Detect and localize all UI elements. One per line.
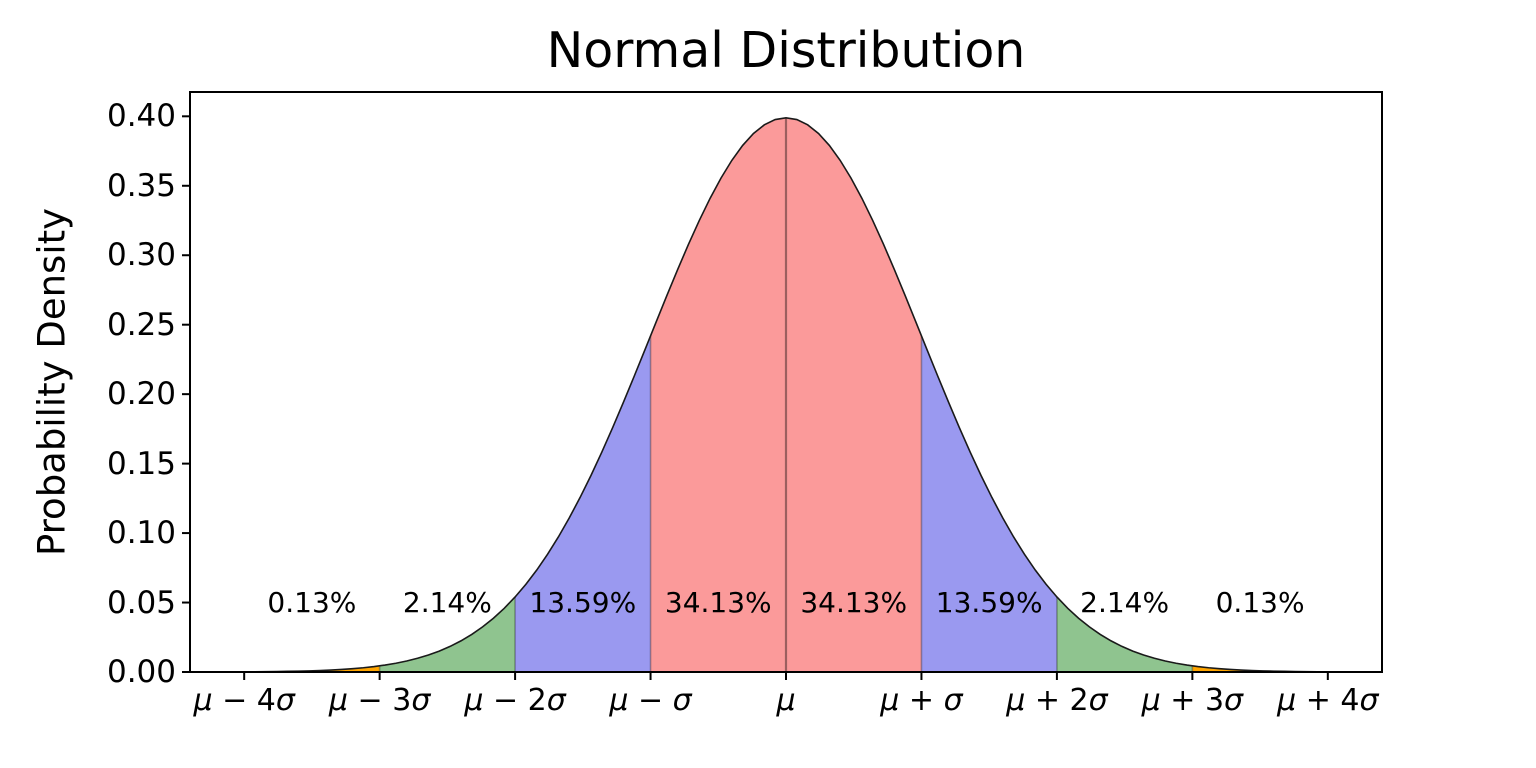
x-tick-label: μ − 2σ — [464, 683, 566, 718]
y-tick-label: 0.00 — [106, 654, 176, 690]
x-tick-label: μ + 2σ — [1006, 683, 1108, 718]
region-percent-label: 13.59% — [529, 585, 637, 619]
region-fill-band-right-0to1sigma — [786, 117, 922, 672]
y-tick-label: 0.35 — [106, 167, 176, 204]
x-tick-label: μ — [776, 683, 796, 718]
region-fill-tail-left-3to4sigma — [244, 665, 380, 672]
region-percent-label: 34.13% — [800, 585, 908, 619]
x-tick-label: μ + σ — [880, 683, 963, 718]
y-tick-label: 0.25 — [106, 306, 176, 343]
chart-title: Normal Distribution — [546, 22, 1026, 79]
y-tick-label: 0.20 — [106, 376, 176, 413]
region-fill-band-left-2to3sigma — [379, 596, 516, 672]
x-tick-label: μ + 3σ — [1141, 683, 1244, 718]
region-percent-label: 2.14% — [402, 585, 492, 619]
x-tick-label: μ − 4σ — [193, 683, 295, 718]
y-tick-label: 0.40 — [106, 98, 176, 135]
y-tick-label: 0.15 — [106, 445, 176, 482]
region-percent-label: 0.13% — [1215, 585, 1305, 619]
y-tick-label: 0.05 — [106, 584, 176, 621]
region-percent-label: 0.13% — [267, 585, 357, 619]
y-tick-label: 0.30 — [106, 237, 176, 274]
x-tick-label: μ − σ — [609, 683, 692, 718]
x-tick-label: μ − 3σ — [328, 683, 431, 718]
region-fill-band-left-0to1sigma — [650, 117, 786, 672]
x-tick-label: μ + 4σ — [1277, 683, 1379, 718]
region-percent-label: 34.13% — [664, 585, 772, 619]
region-percent-label: 13.59% — [935, 585, 1043, 619]
region-fill-tail-right-3to4sigma — [1192, 665, 1328, 672]
region-fill-band-right-2to3sigma — [1056, 596, 1193, 672]
region-percent-label: 2.14% — [1080, 585, 1170, 619]
distribution-curve — [244, 116, 1328, 673]
y-tick-label: 0.10 — [106, 515, 176, 552]
